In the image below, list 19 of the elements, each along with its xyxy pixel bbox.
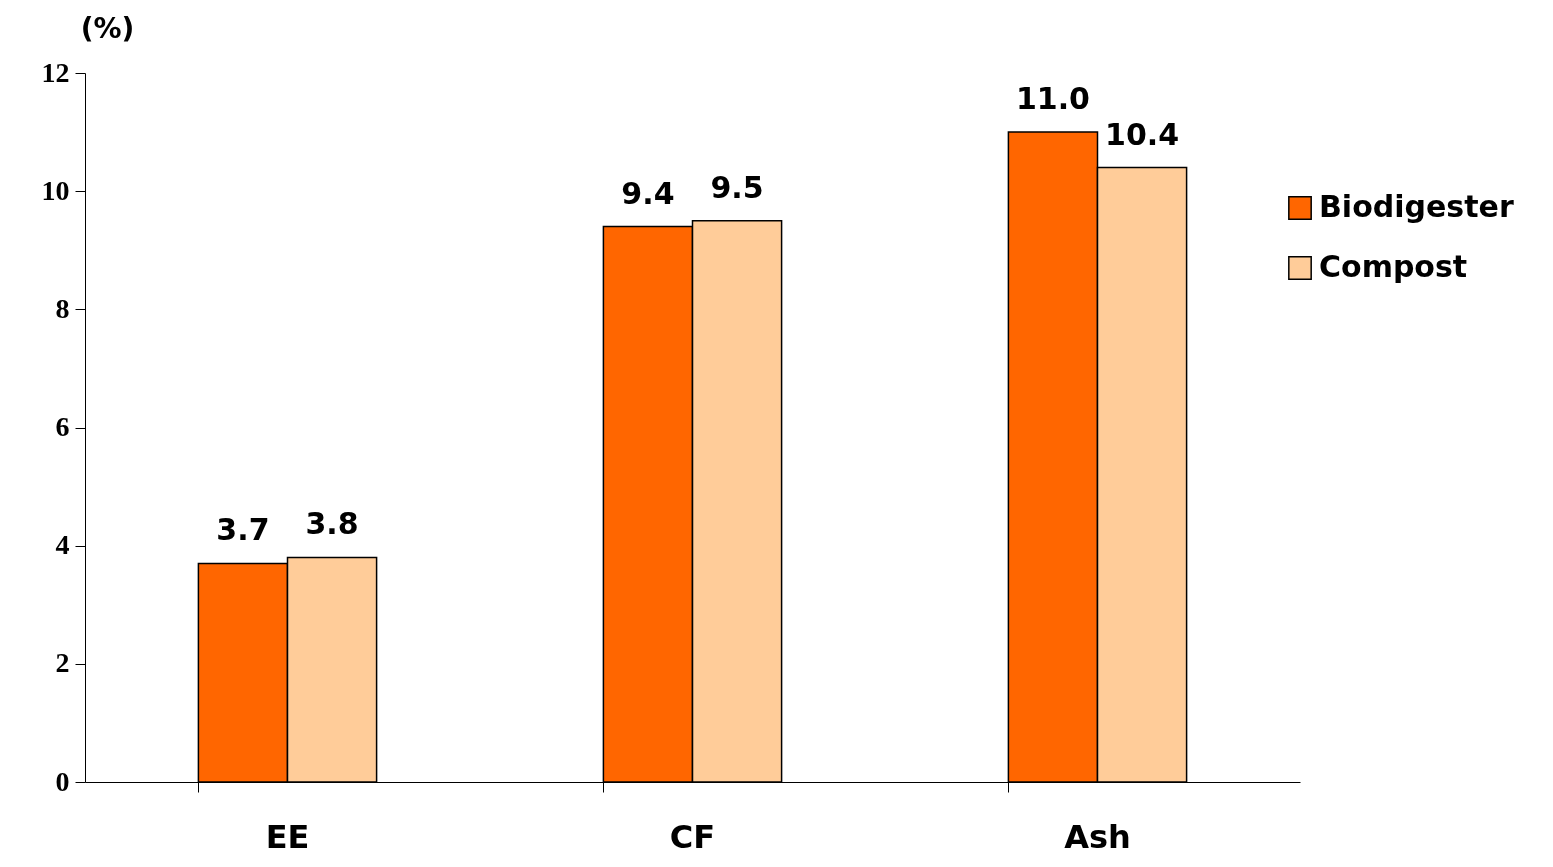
y-tick-label: 0: [55, 765, 70, 797]
data-label: 3.8: [305, 506, 359, 542]
y-tick-label: 6: [55, 411, 70, 442]
y-tick-label: 12: [41, 56, 70, 88]
data-label: 3.7: [216, 512, 270, 548]
x-tick-label: EE: [265, 817, 310, 856]
y-tick-label: 4: [55, 529, 70, 561]
y-tick-label: 10: [41, 174, 70, 206]
data-label: 9.4: [621, 175, 675, 211]
y-axis-title: (%): [80, 11, 135, 45]
legend-label: Compost: [1319, 249, 1468, 284]
x-tick-label: Ash: [1064, 817, 1131, 856]
legend-label: Biodigester: [1319, 189, 1514, 224]
y-tick-label: 8: [55, 292, 70, 324]
data-label: 11.0: [1015, 81, 1090, 117]
y-tick-label: 2: [55, 647, 70, 679]
data-label: 10.4: [1105, 116, 1180, 152]
x-tick-label: CF: [669, 817, 716, 856]
data-label: 9.5: [710, 169, 764, 205]
